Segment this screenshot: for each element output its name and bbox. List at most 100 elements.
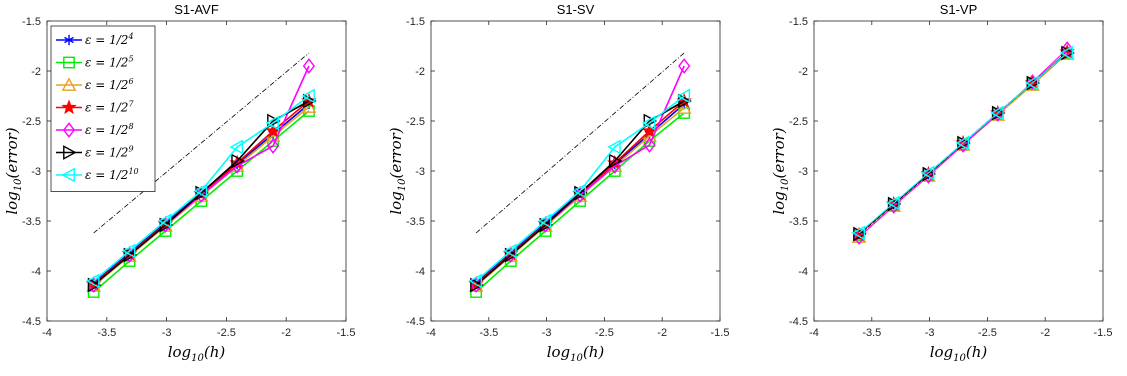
legend-entry-5: ε = 1/28 <box>56 122 134 138</box>
y-tick-label: -4 <box>798 266 808 278</box>
x-tick-label: -1.5 <box>711 327 730 339</box>
reference-slope-line <box>475 52 685 234</box>
x-tick-label: -4 <box>809 327 819 339</box>
legend-label: ε = 1/29 <box>85 145 134 160</box>
data-point <box>87 277 102 293</box>
data-point <box>608 153 623 169</box>
data-layer <box>85 52 317 298</box>
data-point <box>503 243 517 259</box>
data-point <box>85 273 100 289</box>
y-tick-label: -2.5 <box>789 116 808 128</box>
x-tick-label: -4 <box>42 327 52 339</box>
data-point <box>229 139 244 155</box>
data-point <box>676 100 692 114</box>
chart-title: S1-VP <box>940 2 978 17</box>
data-layer <box>468 52 692 298</box>
y-tick-label: -4 <box>415 266 425 278</box>
chart-panel-3: S1-VP -4 -3.5 -3 -2.5 -2 -1.5 -1.5 -2 -2.5 -3 -3.5 -… <box>770 2 1112 364</box>
y-tick-label: -4.5 <box>789 316 808 328</box>
data-point <box>267 113 281 129</box>
legend-label: ε = 1/28 <box>85 122 134 137</box>
legend-marker <box>61 167 75 183</box>
x-tick-label: -3.5 <box>97 327 116 339</box>
legend-marker <box>63 56 75 69</box>
data-point <box>266 138 280 154</box>
data-point <box>468 273 482 289</box>
data-point <box>957 137 970 153</box>
y-tick-label: -3.5 <box>789 216 808 228</box>
y-tick-label: -2 <box>31 66 41 78</box>
y-tick-label: -3.5 <box>22 216 41 228</box>
legend-entry-2: ε = 1/25 <box>56 55 134 70</box>
data-point <box>193 183 208 199</box>
x-axis-label: log10(h) <box>547 343 605 364</box>
chart-title: S1-AVF <box>174 2 219 17</box>
legend-entry-3: ε = 1/26 <box>56 77 134 92</box>
legend: ε = 1/24 ε = 1/25 ε = 1/26 ε = 1/27 ε = 1/28… <box>50 25 156 192</box>
data-point <box>990 105 1004 121</box>
series-line <box>93 95 310 282</box>
legend-marker <box>61 99 77 115</box>
plot-area <box>431 21 720 321</box>
data-point <box>607 139 621 155</box>
axes-frame <box>46 20 347 322</box>
x-tick-label: -1.5 <box>1094 327 1113 339</box>
legend-entry-4: ε = 1/27 <box>56 99 134 115</box>
x-tick-label: -2.5 <box>595 327 614 339</box>
data-point <box>121 243 136 259</box>
legend-marker <box>64 34 74 46</box>
data-point <box>572 183 587 199</box>
series-7 <box>851 45 1074 241</box>
y-tick-label: -1.5 <box>789 16 808 28</box>
x-tick-label: -2.5 <box>978 327 997 339</box>
reference-slope-line <box>93 52 310 234</box>
data-point <box>678 58 691 74</box>
y-tick-label: -1.5 <box>22 16 41 28</box>
x-tick-label: -3 <box>542 327 552 339</box>
y-tick-label: -2.5 <box>22 116 41 128</box>
marker-stroke <box>64 36 74 44</box>
legend-marker <box>62 122 76 138</box>
axes-frame <box>813 20 1104 322</box>
data-point <box>1059 45 1074 61</box>
y-tick-label: -2 <box>415 66 425 78</box>
legend-marker <box>63 145 77 160</box>
data-point <box>157 213 172 229</box>
plot-area <box>814 21 1103 321</box>
series-7 <box>468 88 691 289</box>
x-tick-label: -2 <box>1040 327 1050 339</box>
legend-label: ε = 1/210 <box>85 167 139 182</box>
y-tick-label: -2 <box>798 66 808 78</box>
legend-entry-7: ε = 1/210 <box>56 167 139 183</box>
x-axis-label: log10(h) <box>930 343 988 364</box>
axes-frame <box>430 20 721 322</box>
legend-label: ε = 1/26 <box>85 77 134 92</box>
data-point <box>231 153 245 169</box>
y-tick-label: -3.5 <box>406 216 425 228</box>
legend-label: ε = 1/27 <box>85 100 134 115</box>
data-point <box>851 225 865 241</box>
chart-title: S1-SV <box>557 2 595 17</box>
data-point <box>676 88 691 104</box>
y-tick-label: -3 <box>798 166 808 178</box>
y-tick-label: -3 <box>31 166 41 178</box>
x-tick-label: -1.5 <box>337 327 356 339</box>
legend-label: ε = 1/25 <box>85 55 134 70</box>
series-line <box>475 95 685 282</box>
data-point <box>920 165 935 181</box>
y-tick-label: -4.5 <box>406 316 425 328</box>
data-point <box>303 93 317 109</box>
data-point <box>643 137 656 153</box>
x-tick-label: -2 <box>657 327 667 339</box>
y-axis-label: log10(error) <box>387 127 408 214</box>
x-tick-label: -3.5 <box>479 327 498 339</box>
y-tick-label: -4.5 <box>22 316 41 328</box>
data-point <box>641 115 656 131</box>
data-point <box>302 58 316 74</box>
x-tick-label: -3 <box>162 327 172 339</box>
data-point <box>470 277 484 293</box>
x-tick-label: -3 <box>925 327 935 339</box>
legend-entry-6: ε = 1/29 <box>56 145 134 160</box>
data-point <box>643 113 658 129</box>
